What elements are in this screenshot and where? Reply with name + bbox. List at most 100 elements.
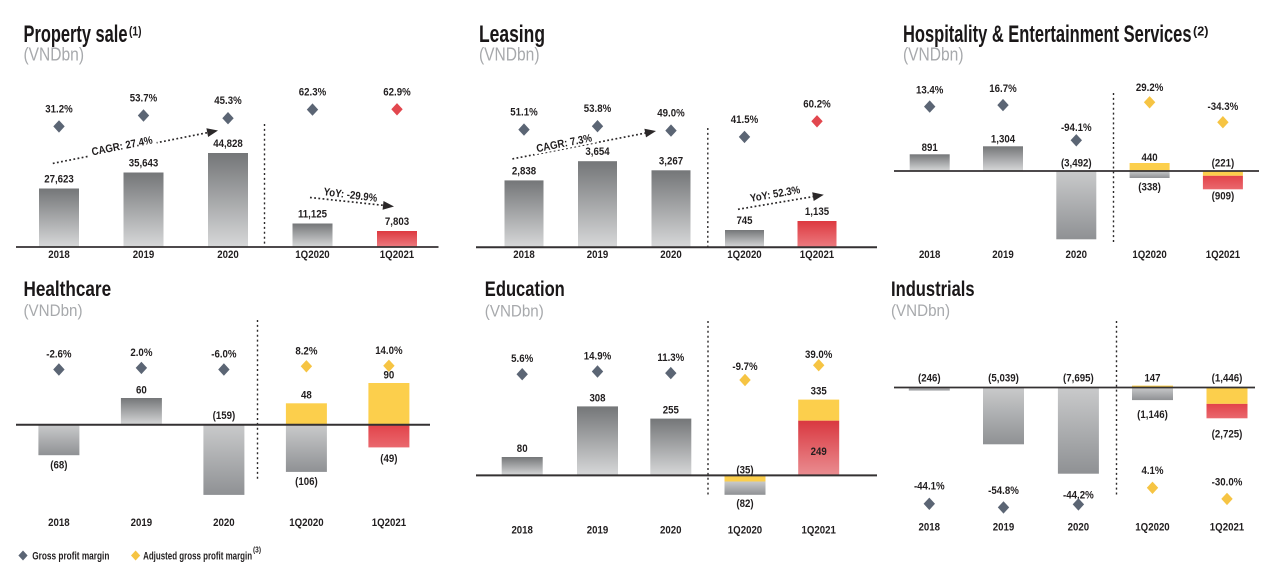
svg-text:1,304: 1,304: [991, 134, 1016, 146]
svg-text:-9.7%: -9.7%: [732, 361, 757, 373]
svg-text:53.7%: 53.7%: [130, 93, 158, 105]
svg-text:1Q2020: 1Q2020: [1132, 249, 1166, 261]
svg-text:(5,039): (5,039): [988, 373, 1019, 385]
svg-text:80: 80: [517, 443, 528, 455]
svg-text:1Q2021: 1Q2021: [380, 249, 414, 261]
svg-text:2019: 2019: [992, 249, 1014, 261]
svg-text:44,828: 44,828: [213, 138, 243, 150]
svg-text:5.6%: 5.6%: [511, 353, 533, 365]
svg-text:255: 255: [663, 405, 679, 417]
svg-text:147: 147: [1144, 373, 1160, 385]
svg-text:2019: 2019: [131, 517, 153, 529]
svg-text:2018: 2018: [919, 249, 941, 261]
svg-text:(68): (68): [50, 459, 67, 471]
svg-text:(VNDbn): (VNDbn): [903, 44, 964, 64]
svg-text:2019: 2019: [133, 249, 155, 261]
svg-text:49.0%: 49.0%: [657, 108, 685, 120]
svg-text:35,643: 35,643: [129, 158, 159, 170]
svg-text:Leasing: Leasing: [479, 21, 545, 48]
svg-text:(246): (246): [918, 373, 941, 385]
svg-text:1Q2021: 1Q2021: [372, 517, 406, 529]
svg-text:2020: 2020: [1068, 521, 1090, 533]
svg-text:(7,695): (7,695): [1063, 373, 1094, 385]
svg-text:2019: 2019: [587, 249, 609, 261]
svg-text:335: 335: [811, 386, 827, 398]
svg-text:41.5%: 41.5%: [731, 114, 759, 126]
svg-text:(338): (338): [1138, 182, 1161, 194]
svg-text:3,267: 3,267: [659, 155, 683, 167]
svg-text:1Q2020: 1Q2020: [727, 249, 761, 261]
svg-text:11.3%: 11.3%: [657, 352, 684, 364]
svg-text:308: 308: [589, 393, 605, 405]
svg-text:Adjusted gross profit margin: Adjusted gross profit margin: [143, 551, 252, 563]
svg-text:13.4%: 13.4%: [916, 85, 944, 97]
svg-text:-30.0%: -30.0%: [1212, 476, 1243, 488]
svg-text:62.9%: 62.9%: [383, 86, 411, 98]
svg-text:(2,725): (2,725): [1212, 429, 1243, 441]
svg-text:440: 440: [1142, 152, 1158, 164]
svg-text:-2.6%: -2.6%: [46, 349, 71, 361]
svg-text:14.0%: 14.0%: [375, 345, 403, 357]
svg-text:249: 249: [811, 446, 827, 458]
svg-text:1,135: 1,135: [805, 206, 829, 218]
svg-text:Hospitality & Entertainment Se: Hospitality & Entertainment Services: [903, 21, 1192, 48]
svg-text:2018: 2018: [919, 521, 941, 533]
svg-text:27,623: 27,623: [44, 174, 74, 186]
svg-text:(35): (35): [736, 465, 753, 477]
svg-text:(49): (49): [380, 453, 397, 465]
svg-text:Education: Education: [485, 277, 565, 301]
svg-text:891: 891: [922, 142, 938, 154]
svg-text:1Q2020: 1Q2020: [295, 249, 329, 261]
svg-text:48: 48: [301, 390, 312, 402]
svg-text:53.8%: 53.8%: [584, 103, 612, 115]
svg-text:1Q2021: 1Q2021: [1210, 521, 1244, 533]
svg-text:29.2%: 29.2%: [1136, 82, 1164, 94]
svg-text:(2): (2): [1193, 23, 1208, 38]
svg-text:1Q2020: 1Q2020: [1135, 521, 1169, 533]
svg-text:7,803: 7,803: [385, 216, 409, 228]
svg-text:(VNDbn): (VNDbn): [891, 301, 950, 320]
svg-text:2018: 2018: [48, 249, 70, 261]
svg-text:3,654: 3,654: [585, 146, 610, 158]
svg-text:-44.2%: -44.2%: [1063, 490, 1094, 502]
svg-text:(3): (3): [253, 546, 261, 555]
svg-text:Healthcare: Healthcare: [24, 277, 112, 301]
svg-text:60: 60: [136, 384, 147, 396]
svg-text:60.2%: 60.2%: [803, 98, 831, 110]
svg-text:62.3%: 62.3%: [299, 87, 327, 99]
svg-text:(VNDbn): (VNDbn): [24, 301, 83, 320]
svg-text:90: 90: [384, 370, 395, 382]
svg-text:51.1%: 51.1%: [510, 107, 538, 119]
svg-text:2020: 2020: [660, 524, 682, 536]
svg-text:-34.3%: -34.3%: [1208, 101, 1239, 113]
svg-text:-6.0%: -6.0%: [211, 349, 236, 361]
svg-text:16.7%: 16.7%: [989, 83, 1017, 95]
svg-text:-54.8%: -54.8%: [988, 485, 1019, 497]
svg-text:2019: 2019: [993, 521, 1015, 533]
svg-text:31.2%: 31.2%: [45, 103, 73, 115]
svg-text:4.1%: 4.1%: [1141, 465, 1163, 477]
svg-text:2020: 2020: [1066, 249, 1088, 261]
svg-text:14.9%: 14.9%: [584, 351, 612, 363]
svg-text:(1,446): (1,446): [1212, 373, 1243, 385]
svg-text:2020: 2020: [217, 249, 239, 261]
svg-text:(82): (82): [736, 498, 753, 510]
svg-text:(221): (221): [1212, 157, 1235, 169]
svg-text:2018: 2018: [48, 517, 70, 529]
svg-text:2019: 2019: [587, 524, 609, 536]
svg-text:Property sale: Property sale: [24, 21, 128, 48]
svg-text:(909): (909): [1212, 191, 1235, 203]
svg-text:45.3%: 45.3%: [214, 95, 242, 107]
svg-text:(3,492): (3,492): [1061, 158, 1092, 170]
svg-text:8.2%: 8.2%: [295, 345, 317, 357]
svg-text:(1): (1): [129, 23, 142, 38]
svg-text:1Q2020: 1Q2020: [289, 517, 323, 529]
svg-text:-94.1%: -94.1%: [1061, 122, 1092, 134]
svg-text:1Q2021: 1Q2021: [802, 524, 836, 536]
svg-text:2020: 2020: [213, 517, 235, 529]
svg-text:2018: 2018: [513, 249, 535, 261]
svg-text:Industrials: Industrials: [891, 277, 975, 301]
svg-text:11,125: 11,125: [298, 209, 327, 221]
svg-text:2020: 2020: [660, 249, 682, 261]
svg-text:2.0%: 2.0%: [130, 347, 152, 359]
